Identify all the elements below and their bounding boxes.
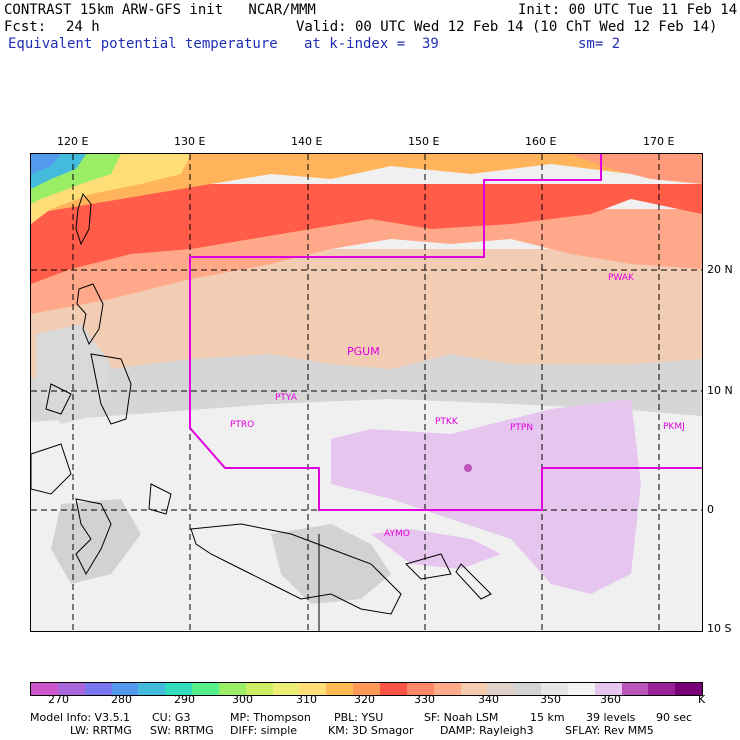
colorbar-swatch [165,683,193,695]
forecast-label: Fcst: [4,19,47,35]
cbar-label-340: 340 [478,693,499,706]
colorbar-swatch [594,683,622,695]
colorbar-swatch [621,683,649,695]
footer-model: Model Info: V3.5.1 [30,711,131,724]
colorbar-swatch [460,683,488,695]
lon-label-120e: 120 E [57,135,89,148]
coast-new-britain [405,553,452,580]
station-ptpn: PTPN [510,423,534,433]
map-canvas [31,154,702,631]
colorbar-swatch [111,683,139,695]
init-time: Init: 00 UTC Tue 11 Feb 14 [518,2,738,18]
cbar-label-360: 360 [600,693,621,706]
gray-new-guinea [271,524,391,604]
coast-new-guinea [190,523,402,615]
footer-res: 15 km [530,711,565,724]
cbar-label-280: 280 [111,693,132,706]
colorbar-swatch [84,683,112,695]
lon-label-140e: 140 E [291,135,323,148]
station-pwak: PWAK [608,273,634,283]
product-title: CONTRAST 15km ARW-GFS init NCAR/MMM [4,2,316,18]
footer-damp: DAMP: Rayleigh3 [440,724,534,737]
colorbar-swatch [57,683,85,695]
station-ptya: PTYA [275,393,297,403]
footer-cu: CU: G3 [152,711,191,724]
cbar-label-270: 270 [48,693,69,706]
colorbar-swatch [192,683,219,695]
colorbar-swatch [567,683,595,695]
level-info: at k-index = 39 [304,36,439,52]
coast-solomons [455,563,492,600]
band-340 [31,249,702,379]
station-ptkk: PTKK [435,417,458,427]
cbar-label-290: 290 [174,693,195,706]
colorbar-swatch [514,683,542,695]
field-name: Equivalent potential temperature [8,36,278,52]
footer-sf: SF: Noah LSM [424,711,499,724]
station-ptro: PTRO [230,420,255,430]
cbar-label-350: 350 [540,693,561,706]
footer-sflay: SFLAY: Rev MM5 [565,724,654,737]
footer-diff: DIFF: simple [230,724,298,737]
colorbar-swatch [299,683,327,695]
colorbar-swatch [245,683,273,695]
gray-sulawesi [51,499,141,584]
lat-label-10s: 10 S [707,622,732,635]
lon-label-130e: 130 E [174,135,206,148]
band-330 [31,184,702,284]
colorbar-swatch [272,683,300,695]
colorbar [30,682,703,696]
band-320 [31,154,702,214]
coast-borneo [31,443,72,495]
coast-taiwan [75,192,92,246]
lat-label-10n: 10 N [707,384,733,397]
colorbar-swatch [379,683,407,695]
station-pgum: PGUM [347,345,380,358]
lon-label-170e: 170 E [643,135,675,148]
station-pkmj: PKMJ [663,422,685,432]
lavender-patch-east [331,399,641,594]
colorbar-swatch [433,683,461,695]
lat-label-eq: 0 [707,503,714,516]
station-aymo: AYMO [384,529,410,539]
band-top-right [571,154,702,184]
cbar-label-320: 320 [354,693,375,706]
colorbar-swatch [675,683,703,695]
cbar-label-330: 330 [414,693,435,706]
cbar-label-300: 300 [232,693,253,706]
lavender-patch-south [371,529,501,569]
valid-time: Valid: 00 UTC Wed 12 Feb 14 (10 ChT Wed … [296,19,718,35]
band-blue [31,154,61,174]
colorbar-swatch [31,683,58,695]
colorbar-swatch [541,683,568,695]
colorbar-swatch [406,683,434,695]
forecast-hours: 24 h [66,19,100,35]
coast-halmahera [148,483,172,515]
footer-mp: MP: Thompson [230,711,311,724]
colorbar-swatch [353,683,380,695]
theta-e-map [30,153,703,632]
cbar-unit: K [698,693,706,706]
cbar-label-310: 310 [296,693,317,706]
footer-sw: SW: RRTMG [150,724,214,737]
lon-label-160e: 160 E [525,135,557,148]
colorbar-swatch [648,683,676,695]
footer-lw: LW: RRTMG [70,724,132,737]
colorbar-swatch [218,683,246,695]
colorbar-swatch [487,683,515,695]
lon-label-150e: 150 E [408,135,440,148]
colorbar-swatch [326,683,354,695]
footer-km: KM: 3D Smagor [328,724,414,737]
coast-luzon [76,283,104,346]
footer-levels: 39 levels [586,711,636,724]
domain-boundary [189,154,702,511]
lat-label-20n: 20 N [707,263,733,276]
footer-timestep: 90 sec [656,711,693,724]
coast-sulawesi [75,498,112,576]
smoothing-info: sm= 2 [578,36,621,52]
colorbar-swatch [138,683,166,695]
footer-pbl: PBL: YSU [334,711,384,724]
coast-mindanao [90,353,132,425]
purple-spot [464,464,472,472]
